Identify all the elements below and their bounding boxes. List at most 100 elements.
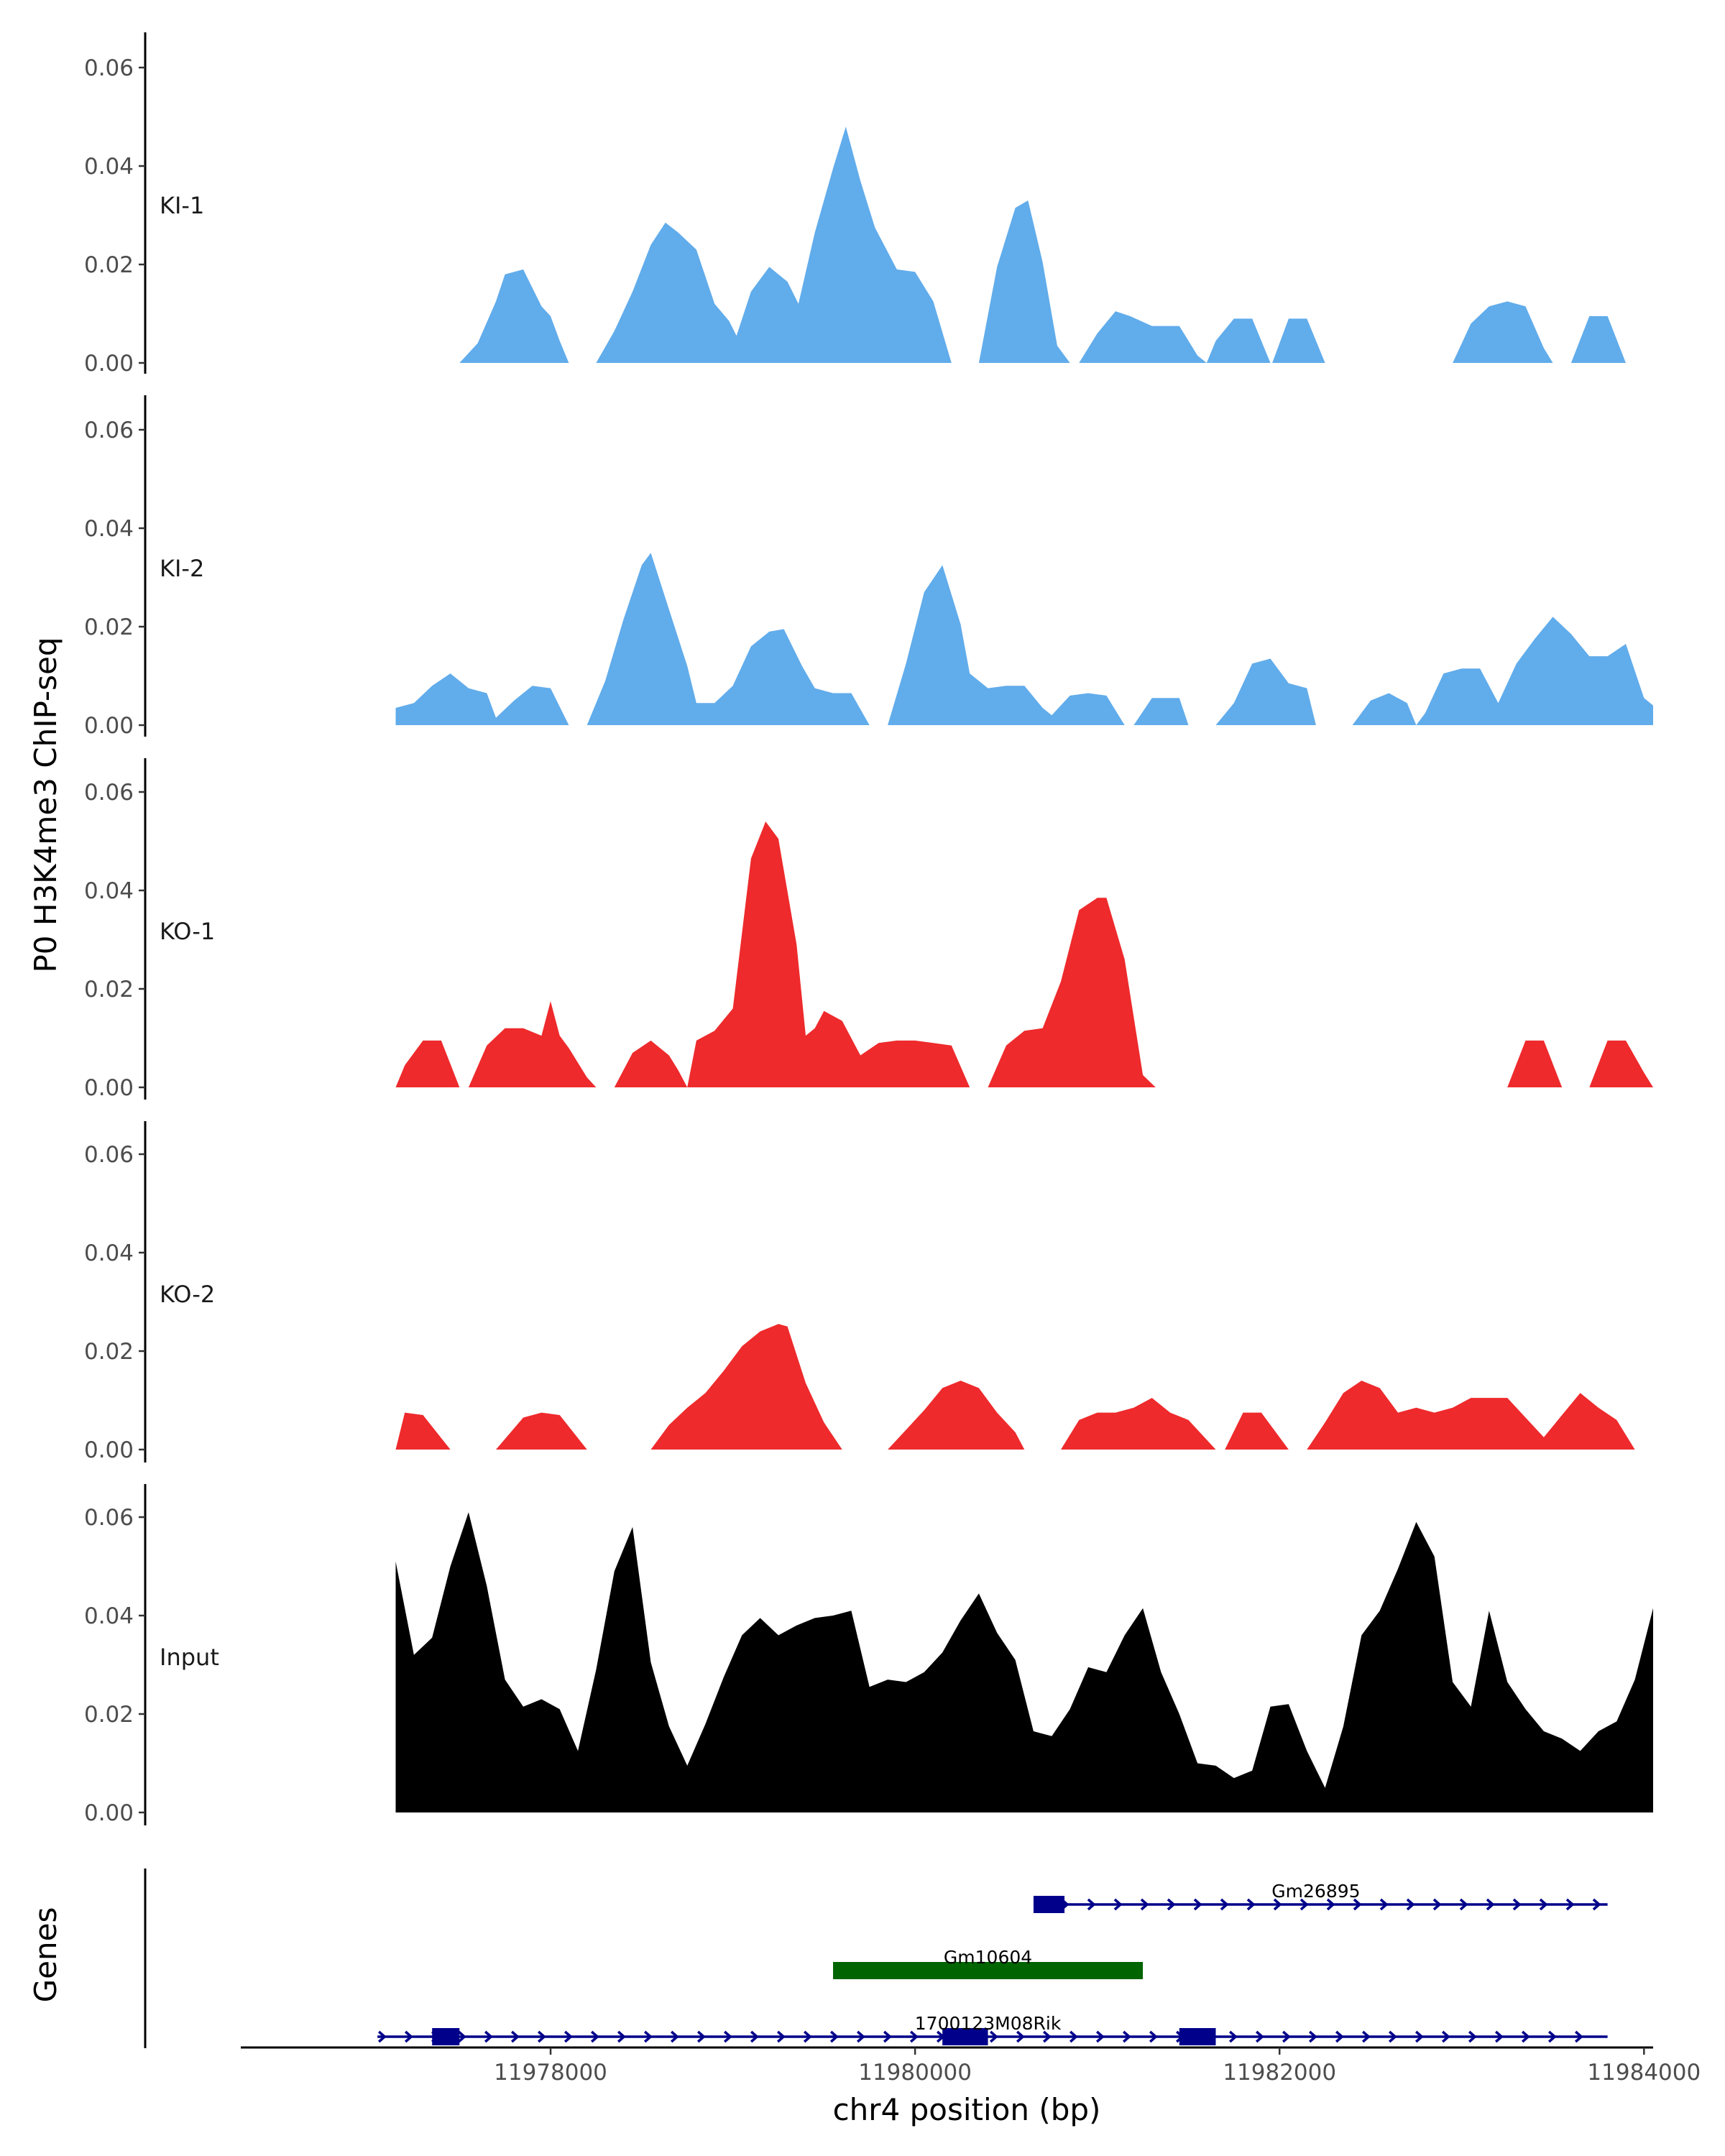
strand-arrow bbox=[1070, 2030, 1078, 2043]
area-ko-1 bbox=[395, 821, 1653, 1087]
strand-arrow bbox=[644, 2030, 653, 2043]
strand-arrow bbox=[1353, 1898, 1362, 1911]
gene-gm26895: Gm26895 bbox=[1033, 1881, 1608, 1913]
track-label: KI-2 bbox=[160, 555, 204, 582]
strand-arrow bbox=[1123, 2030, 1131, 2043]
y-tick-label: 0.06 bbox=[84, 780, 134, 806]
strand-arrow bbox=[777, 2030, 786, 2043]
genes-panel: Gm26895 Gm10604 1700123M08Rik bbox=[144, 1869, 1608, 2048]
track-ko-2: 0.00 0.02 0.04 0.06 KO-2 bbox=[84, 1121, 1653, 1463]
x-axis-title: chr4 position (bp) bbox=[833, 2092, 1101, 2127]
area-ki-2 bbox=[395, 553, 1653, 725]
strand-arrow bbox=[1149, 2030, 1158, 2043]
y-tick-label: 0.04 bbox=[84, 154, 134, 180]
track-ki-1: 0.00 0.02 0.04 0.06 KI-1 bbox=[84, 32, 1626, 377]
x-axis: 11978000 11980000 11982000 11984000 bbox=[241, 2046, 1701, 2086]
track-input: 0.00 0.02 0.04 0.06 Input bbox=[84, 1484, 1653, 1826]
track-ko-1: 0.00 0.02 0.04 0.06 KO-1 bbox=[84, 758, 1653, 1101]
strand-arrow bbox=[1309, 2030, 1317, 2043]
strand-arrow bbox=[1486, 1898, 1495, 1911]
strand-arrow bbox=[1167, 1898, 1176, 1911]
y-tick-label: 0.02 bbox=[84, 1339, 134, 1365]
strand-arrow bbox=[1432, 1898, 1442, 1911]
strand-arrow bbox=[1220, 1898, 1229, 1911]
strand-arrow bbox=[804, 2030, 812, 2043]
strand-arrow bbox=[564, 2030, 573, 2043]
strand-arrow bbox=[883, 2030, 892, 2043]
strand-arrow bbox=[910, 2030, 919, 2043]
genes-axis-title: Genes bbox=[28, 1907, 63, 2003]
track-label: KO-2 bbox=[160, 1281, 215, 1308]
track-label: Input bbox=[160, 1644, 219, 1671]
y-tick-label: 0.06 bbox=[84, 418, 134, 443]
y-tick-label: 0.02 bbox=[84, 1702, 134, 1728]
strand-arrow bbox=[1282, 2030, 1291, 2043]
strand-arrow bbox=[1548, 2030, 1557, 2043]
strand-arrow bbox=[830, 2030, 839, 2043]
strand-arrow bbox=[1565, 1898, 1575, 1911]
strand-arrow bbox=[1113, 1898, 1123, 1911]
y-tick-label: 0.06 bbox=[84, 1505, 134, 1531]
strand-arrow bbox=[1326, 1898, 1335, 1911]
y-tick-label: 0.02 bbox=[84, 252, 134, 278]
gene-gm10604: Gm10604 bbox=[833, 1947, 1144, 1979]
strand-arrow bbox=[1406, 1898, 1415, 1911]
y-tick-label: 0.00 bbox=[84, 1075, 134, 1101]
y-axis-title: P0 H3K4me3 ChIP-seq bbox=[28, 637, 63, 972]
strand-arrow bbox=[1575, 2030, 1583, 2043]
x-tick-label: 11978000 bbox=[494, 2060, 607, 2086]
exon bbox=[942, 2028, 988, 2045]
track-label: KI-1 bbox=[160, 192, 204, 219]
strand-arrow bbox=[1512, 1898, 1522, 1911]
strand-arrow bbox=[1362, 2030, 1371, 2043]
y-tick-label: 0.06 bbox=[84, 55, 134, 81]
gene-1700123m08rik: 1700123M08Rik bbox=[377, 2013, 1608, 2045]
area-ki-1 bbox=[459, 126, 1626, 363]
y-tick-label: 0.00 bbox=[84, 713, 134, 739]
strand-arrow bbox=[1468, 2030, 1477, 2043]
x-tick-label: 11984000 bbox=[1587, 2060, 1701, 2086]
y-tick-label: 0.06 bbox=[84, 1142, 134, 1168]
strand-arrow bbox=[1335, 2030, 1344, 2043]
area-input bbox=[395, 1502, 1653, 1812]
strand-arrow bbox=[990, 2030, 998, 2043]
strand-arrow bbox=[484, 2030, 493, 2043]
strand-arrow bbox=[1522, 2030, 1530, 2043]
gene-label: 1700123M08Rik bbox=[915, 2013, 1062, 2034]
strand-arrow bbox=[1539, 1898, 1548, 1911]
strand-arrow bbox=[1459, 1898, 1468, 1911]
strand-arrow bbox=[1140, 1898, 1149, 1911]
strand-arrow bbox=[857, 2030, 865, 2043]
y-tick-label: 0.00 bbox=[84, 351, 134, 377]
y-tick-label: 0.00 bbox=[84, 1437, 134, 1463]
strand-arrow bbox=[1592, 1898, 1601, 1911]
exon bbox=[1179, 2028, 1216, 2045]
y-tick-label: 0.04 bbox=[84, 1240, 134, 1266]
strand-arrow bbox=[1389, 2030, 1397, 2043]
gene-label: Gm10604 bbox=[944, 1947, 1032, 1968]
exon bbox=[432, 2028, 460, 2045]
y-tick-label: 0.04 bbox=[84, 1603, 134, 1629]
strand-arrow bbox=[511, 2030, 520, 2043]
x-tick-label: 11980000 bbox=[858, 2060, 972, 2086]
strand-arrow bbox=[617, 2030, 626, 2043]
y-tick-label: 0.04 bbox=[84, 516, 134, 542]
strand-arrow bbox=[750, 2030, 759, 2043]
y-tick-label: 0.02 bbox=[84, 977, 134, 1003]
strand-arrow bbox=[1273, 1898, 1282, 1911]
gene-body bbox=[833, 1962, 1144, 1979]
x-tick-label: 11982000 bbox=[1223, 2060, 1336, 2086]
track-ki-2: 0.00 0.02 0.04 0.06 KI-2 bbox=[84, 395, 1653, 739]
strand-arrow bbox=[1096, 2030, 1105, 2043]
y-tick-label: 0.04 bbox=[84, 878, 134, 904]
strand-arrow bbox=[1229, 2030, 1238, 2043]
strand-arrow bbox=[538, 2030, 546, 2043]
strand-arrow bbox=[1043, 2030, 1052, 2043]
strand-arrow bbox=[724, 2030, 732, 2043]
y-tick-label: 0.02 bbox=[84, 614, 134, 640]
strand-arrow bbox=[405, 2030, 413, 2043]
area-ko-2 bbox=[395, 1324, 1653, 1450]
strand-arrow bbox=[1379, 1898, 1389, 1911]
y-tick-label: 0.00 bbox=[84, 1800, 134, 1826]
strand-arrow bbox=[1442, 2030, 1450, 2043]
